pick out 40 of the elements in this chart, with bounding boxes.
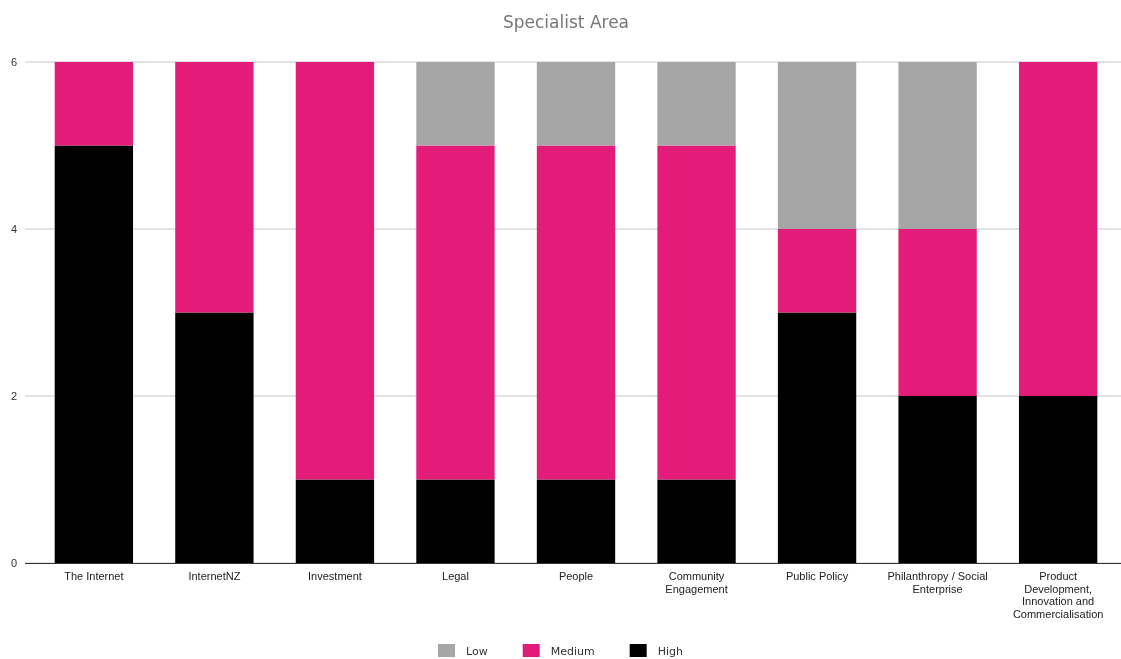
x-tick-label: Public Policy	[785, 570, 849, 582]
legend-label: High	[657, 645, 683, 658]
bar	[1018, 396, 1098, 563]
bar	[295, 62, 375, 480]
bar	[898, 62, 977, 229]
bar	[416, 145, 495, 480]
bar	[416, 62, 495, 146]
x-tick-label: Community Engagement	[665, 570, 728, 595]
y-tick-label: 6	[10, 56, 17, 69]
bar	[536, 62, 616, 146]
bar	[777, 229, 857, 313]
legend-label: Low	[466, 645, 488, 658]
bar	[175, 312, 254, 563]
bar	[777, 62, 857, 229]
bar	[657, 62, 736, 146]
x-tick-label: InternetNZ	[188, 570, 241, 582]
legend-label: Medium	[550, 645, 595, 658]
bar	[295, 479, 375, 563]
x-tick-label: People	[558, 570, 594, 582]
bar	[777, 312, 857, 563]
y-tick-label: 2	[10, 390, 17, 403]
x-tick-label: Investment	[308, 570, 362, 582]
chart-title: Specialist Area	[502, 12, 630, 32]
bar	[1018, 62, 1098, 396]
bar	[175, 62, 254, 313]
bar	[416, 479, 495, 563]
x-tick-label: Philanthropy / Social Enterprise	[887, 570, 988, 595]
y-tick-label: 4	[10, 223, 17, 236]
y-tick-label: 0	[10, 557, 17, 570]
bar	[54, 62, 134, 146]
bar	[657, 145, 736, 480]
x-tick-label: The Internet	[64, 570, 124, 582]
bar	[898, 229, 977, 396]
bar	[536, 479, 616, 563]
bar	[536, 145, 616, 480]
bar	[657, 479, 736, 563]
bar	[54, 145, 134, 563]
x-tick-label: Product Development, Innovation and Commercialisation	[1012, 570, 1104, 620]
bar	[898, 396, 977, 563]
x-tick-label: Legal	[442, 570, 469, 582]
